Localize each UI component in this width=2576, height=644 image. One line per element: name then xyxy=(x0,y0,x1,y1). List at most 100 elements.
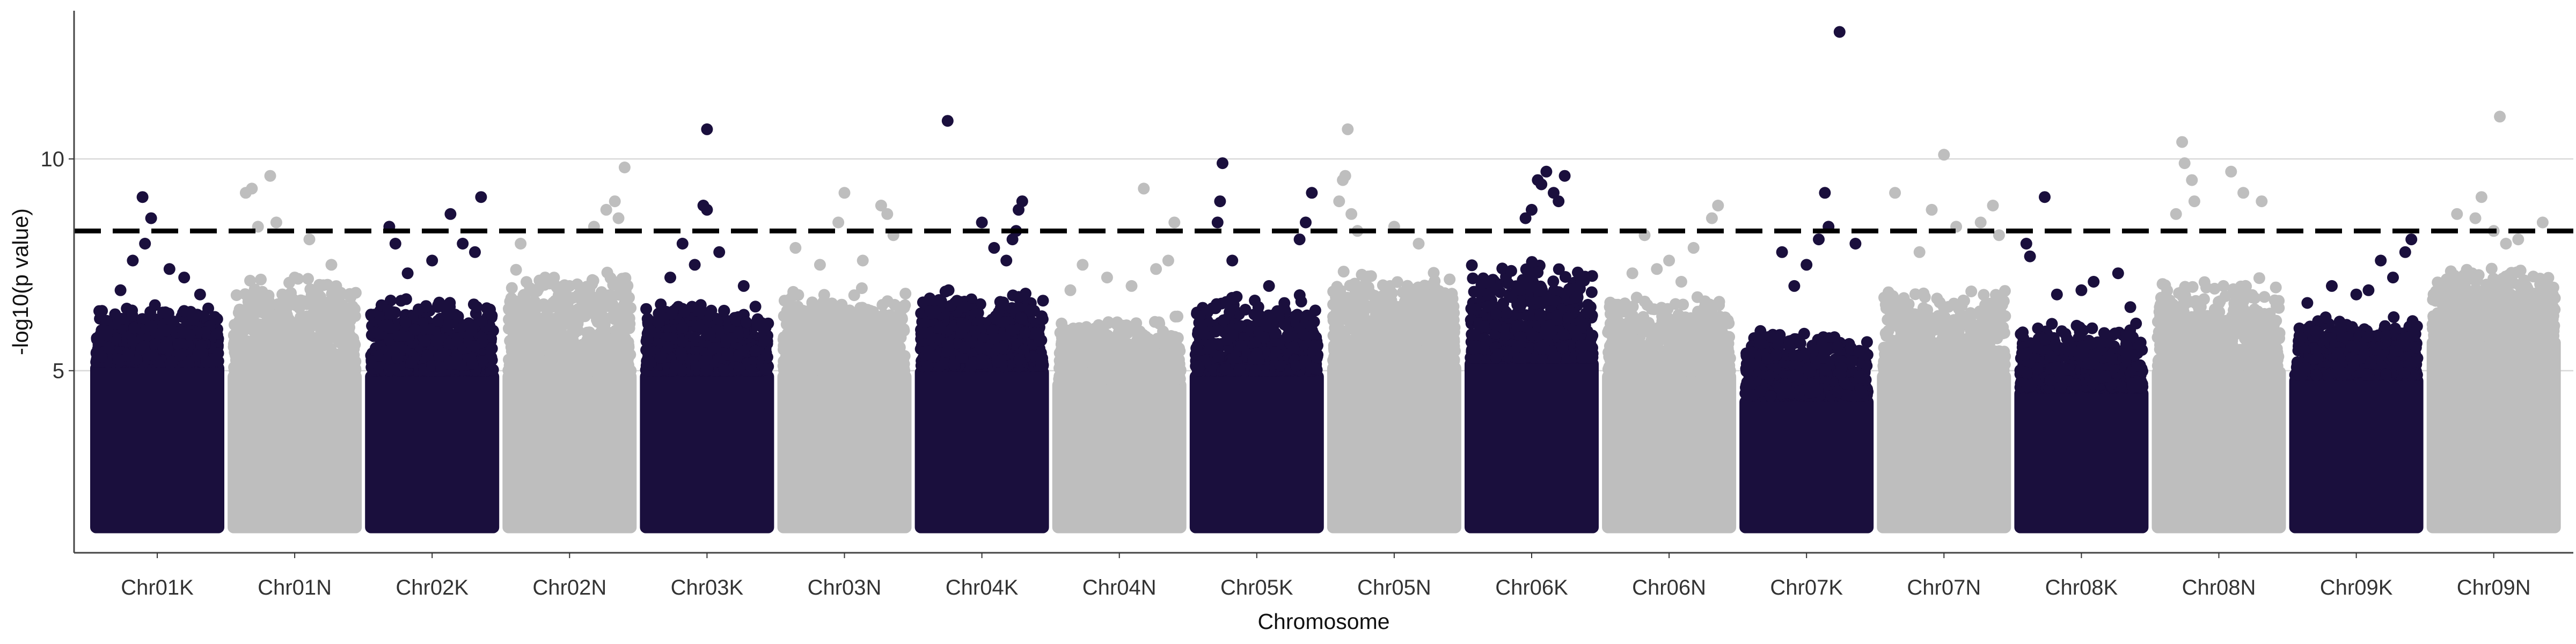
data-point xyxy=(212,347,224,360)
data-point xyxy=(419,334,431,347)
data-point xyxy=(542,354,554,366)
data-point xyxy=(519,336,532,348)
data-point xyxy=(384,321,396,334)
data-point xyxy=(577,346,589,358)
data-point xyxy=(615,339,627,352)
data-point xyxy=(759,363,772,375)
data-point xyxy=(866,357,878,370)
data-point xyxy=(528,312,540,325)
dense-point-band xyxy=(640,370,774,533)
data-point xyxy=(854,334,867,347)
data-point xyxy=(1019,326,1031,339)
data-point xyxy=(756,317,767,329)
data-point xyxy=(400,293,412,305)
data-point xyxy=(289,272,301,284)
data-point xyxy=(109,308,121,320)
chromosome-points-chr01k xyxy=(90,191,224,533)
data-point xyxy=(254,329,267,341)
data-point xyxy=(830,314,842,327)
data-point xyxy=(1013,291,1025,303)
data-point xyxy=(896,364,909,376)
data-point xyxy=(960,319,972,331)
data-point xyxy=(349,355,362,368)
data-point xyxy=(701,123,713,135)
data-point xyxy=(510,264,522,276)
data-point xyxy=(855,322,868,334)
data-point xyxy=(693,321,705,333)
data-point xyxy=(349,339,361,351)
data-point xyxy=(235,305,247,318)
data-point xyxy=(1007,302,1019,314)
data-point xyxy=(194,288,206,301)
data-point xyxy=(318,342,331,355)
data-point xyxy=(93,305,105,317)
data-point xyxy=(100,314,113,327)
data-point xyxy=(330,280,342,292)
data-point xyxy=(245,337,257,349)
dense-point-band xyxy=(365,370,500,533)
data-point xyxy=(1016,312,1028,325)
data-point xyxy=(244,275,256,287)
chromosome-points-chr04k xyxy=(914,115,1049,533)
data-point xyxy=(331,351,343,363)
data-point xyxy=(726,332,737,344)
data-point xyxy=(324,364,336,377)
data-point xyxy=(676,238,689,250)
data-point xyxy=(122,350,135,362)
data-point xyxy=(314,364,326,377)
data-point xyxy=(881,295,894,308)
data-point xyxy=(178,272,191,284)
data-point xyxy=(247,305,259,318)
data-point xyxy=(813,321,825,333)
data-point xyxy=(504,295,516,308)
data-point xyxy=(801,330,813,342)
data-point xyxy=(144,306,157,318)
data-point xyxy=(994,296,1006,308)
data-point xyxy=(195,339,208,352)
data-point xyxy=(469,340,480,353)
data-point xyxy=(506,353,518,365)
chromosome-points-chr02k xyxy=(365,191,500,533)
data-point xyxy=(228,335,240,348)
data-point xyxy=(857,254,869,267)
data-point xyxy=(421,349,434,362)
data-point xyxy=(654,352,667,364)
data-point xyxy=(888,330,901,341)
data-point xyxy=(559,314,572,326)
dense-point-band xyxy=(90,362,224,533)
data-point xyxy=(541,315,554,327)
data-point xyxy=(561,330,573,342)
data-point xyxy=(1005,324,1018,336)
chromosome-points-chr04n xyxy=(1052,182,1187,533)
data-point xyxy=(855,282,868,294)
data-point xyxy=(145,212,157,224)
data-point xyxy=(178,305,191,317)
data-point xyxy=(625,302,637,314)
data-point xyxy=(401,267,414,280)
data-point xyxy=(506,282,518,294)
data-point xyxy=(1024,304,1037,317)
data-point xyxy=(1006,233,1019,246)
data-point xyxy=(112,353,125,365)
chromosome-points-chr02n xyxy=(502,162,637,533)
data-point xyxy=(466,357,479,370)
data-point xyxy=(664,272,676,284)
data-point xyxy=(128,322,141,334)
data-point xyxy=(325,259,338,271)
data-point xyxy=(515,361,528,374)
data-point xyxy=(443,338,455,350)
data-point xyxy=(662,341,675,353)
data-point xyxy=(96,351,108,363)
data-point xyxy=(146,320,158,332)
data-point xyxy=(284,331,297,343)
data-point xyxy=(469,246,481,258)
data-point xyxy=(368,326,380,339)
data-point xyxy=(941,115,954,127)
data-point xyxy=(993,306,1005,318)
data-point xyxy=(689,259,701,271)
data-point xyxy=(391,352,404,364)
data-point xyxy=(239,288,251,301)
data-point xyxy=(444,297,456,309)
data-point xyxy=(539,272,551,284)
data-point xyxy=(919,327,931,339)
